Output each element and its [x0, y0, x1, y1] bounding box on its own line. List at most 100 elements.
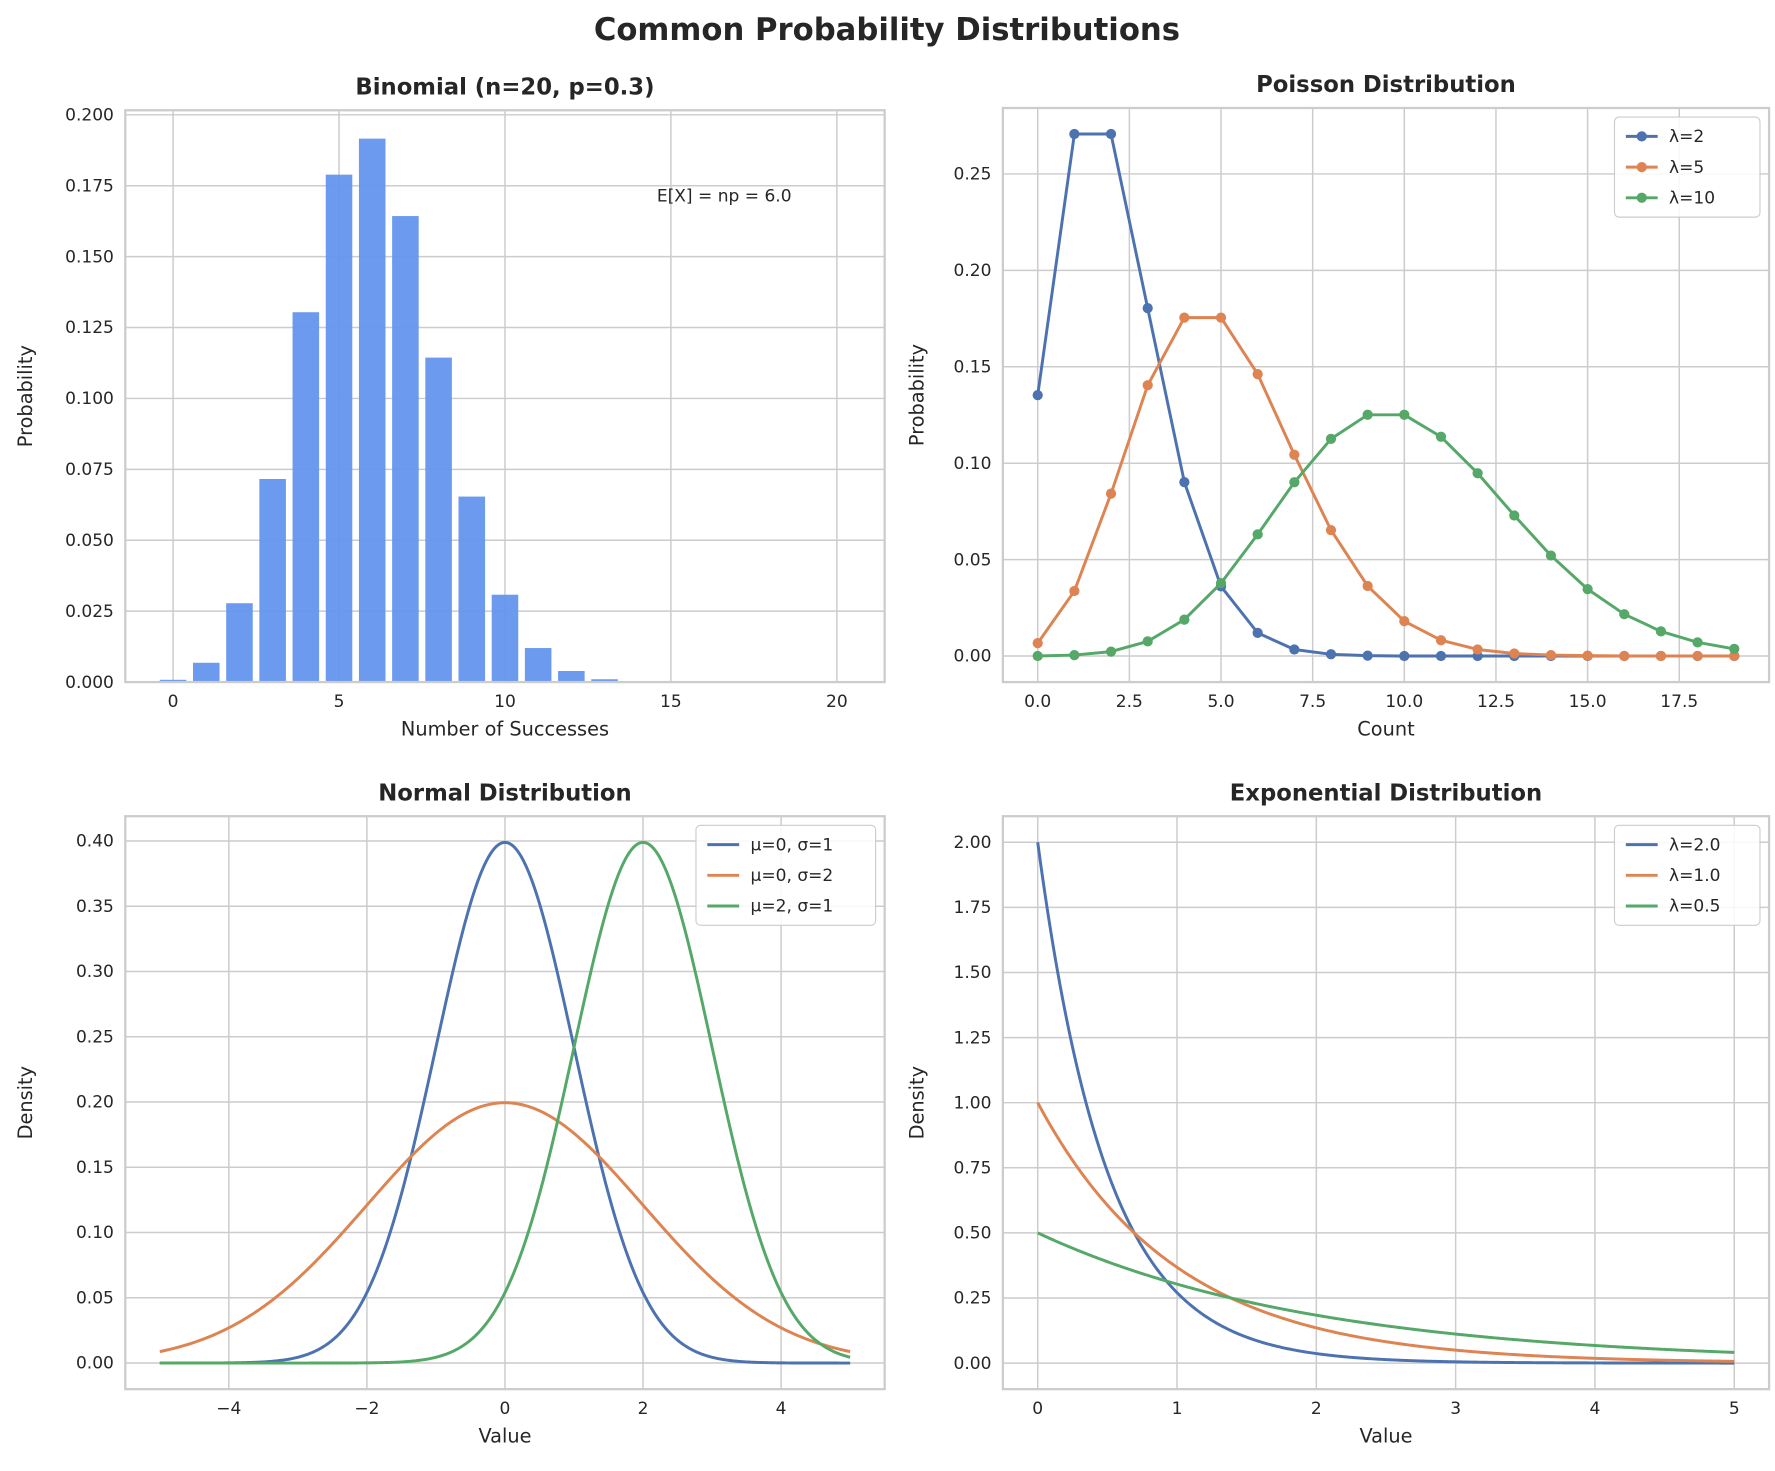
series-line: [1037, 413, 1735, 658]
y-tick-label: 1.75: [954, 898, 992, 918]
data-point: [1252, 627, 1263, 639]
x-tick-label: 2: [1311, 1399, 1322, 1419]
series-line: [159, 840, 851, 1365]
x-tick-label: 1: [1172, 1399, 1183, 1419]
legend-marker: [1636, 192, 1647, 203]
data-point: [1032, 650, 1043, 662]
data-point: [1289, 644, 1300, 655]
data-point: [1399, 616, 1410, 627]
bar: [292, 312, 320, 683]
y-tick-label: 0.125: [65, 318, 114, 338]
series-line: [159, 840, 851, 1365]
legend-box: [1613, 824, 1761, 926]
data-point: [1215, 578, 1227, 589]
data-point: [1619, 650, 1630, 662]
data-point: [1362, 409, 1373, 420]
y-tick-label: 0.050: [65, 531, 114, 551]
data-point: [1142, 636, 1153, 647]
axes-frame: [1001, 815, 1771, 1391]
x-tick-label: −4: [216, 1399, 241, 1419]
legend-label: λ=5: [1669, 158, 1704, 178]
bar: [491, 594, 519, 683]
data-point: [1435, 431, 1447, 442]
data-point: [1655, 626, 1667, 637]
data-point: [1399, 409, 1410, 420]
y-tick-label: 0.20: [76, 1093, 114, 1113]
y-tick-label: 0.00: [954, 647, 992, 667]
data-point: [1325, 649, 1337, 660]
series-line: [1036, 842, 1735, 1365]
y-tick-label: 1.50: [954, 963, 992, 983]
data-point: [1545, 550, 1557, 561]
y-tick-label: 0.30: [76, 962, 114, 982]
legend-label: μ=0, σ=1: [751, 835, 834, 855]
y-axis-label: Probability: [905, 344, 928, 446]
x-axis-label: Value: [478, 1425, 531, 1448]
data-point: [1582, 650, 1593, 661]
normal-subplot: −4 −2 0 2 4 0.00 0.05 0.10 0.15 0.20 0.25 0.30 0.35 0…: [14, 780, 886, 1448]
legend-label: λ=1.0: [1669, 866, 1720, 886]
data-point: [1032, 638, 1043, 649]
y-tick-label: 0.175: [65, 176, 114, 196]
data-point: [1509, 648, 1520, 659]
data-point: [1619, 609, 1630, 620]
y-tick-label: 0.25: [76, 1027, 114, 1047]
data-point: [1069, 649, 1080, 661]
x-tick-label: 2: [638, 1399, 649, 1419]
data-point: [1105, 128, 1117, 140]
series-line: [1036, 1101, 1735, 1363]
data-point: [1105, 488, 1117, 499]
x-tick-label: 5: [1729, 1399, 1740, 1419]
axes-frame: [1001, 106, 1771, 684]
x-tick-label: 2.5: [1116, 692, 1143, 712]
y-tick-label: 0.25: [954, 1289, 992, 1309]
axes-frame: [124, 815, 886, 1391]
y-tick-label: 0.00: [954, 1354, 992, 1374]
data-point: [1435, 635, 1447, 646]
y-tick-label: 0.15: [954, 357, 992, 377]
y-tick-label: 1.25: [954, 1028, 992, 1048]
x-tick-label: 4: [776, 1399, 787, 1419]
data-point: [1582, 584, 1593, 595]
data-point: [1289, 477, 1300, 488]
data-point: [1142, 303, 1153, 314]
y-tick-label: 1.00: [954, 1093, 992, 1113]
y-axis-label: Density: [14, 1066, 37, 1139]
legend-box: [695, 824, 877, 926]
x-tick-label: 0: [500, 1399, 511, 1419]
data-point: [1692, 637, 1703, 648]
data-point: [1362, 580, 1373, 592]
data-point: [1325, 524, 1337, 536]
poisson-subplot: 0.0 2.5 5.0 7.5 10.0 12.5 15.0 17.5 0.00 0.05 0.10…: [905, 72, 1771, 741]
legend-box: [1613, 116, 1761, 218]
subplot-title: Normal Distribution: [378, 780, 631, 806]
series-line: [1037, 1231, 1735, 1354]
subplot-title: Exponential Distribution: [1230, 780, 1542, 806]
series-line: [1036, 316, 1735, 658]
legend-label: λ=2.0: [1669, 835, 1720, 855]
legend-label: λ=10: [1669, 188, 1715, 208]
data-point: [1472, 644, 1483, 655]
x-tick-label: 10: [494, 692, 516, 712]
y-tick-label: 0.100: [65, 389, 114, 409]
data-point: [1179, 614, 1190, 625]
bar: [458, 496, 486, 683]
data-point: [1545, 649, 1557, 661]
x-tick-label: 12.5: [1477, 692, 1515, 712]
y-tick-label: 0.35: [76, 897, 114, 917]
x-axis-label: Value: [1359, 1425, 1412, 1448]
data-point: [1325, 433, 1337, 445]
x-tick-label: 4: [1590, 1399, 1601, 1419]
legend-label: λ=2: [1669, 127, 1704, 147]
x-tick-label: 5.0: [1207, 692, 1234, 712]
y-tick-label: 0.025: [65, 602, 114, 622]
y-tick-label: 0.75: [954, 1158, 992, 1178]
x-tick-label: 0.0: [1024, 692, 1051, 712]
legend-label: μ=2, σ=1: [751, 897, 834, 917]
bar: [192, 662, 220, 683]
y-tick-label: 0.40: [76, 832, 114, 852]
data-point: [1509, 510, 1520, 521]
y-tick-label: 0.50: [954, 1224, 992, 1244]
data-point: [1032, 390, 1043, 401]
